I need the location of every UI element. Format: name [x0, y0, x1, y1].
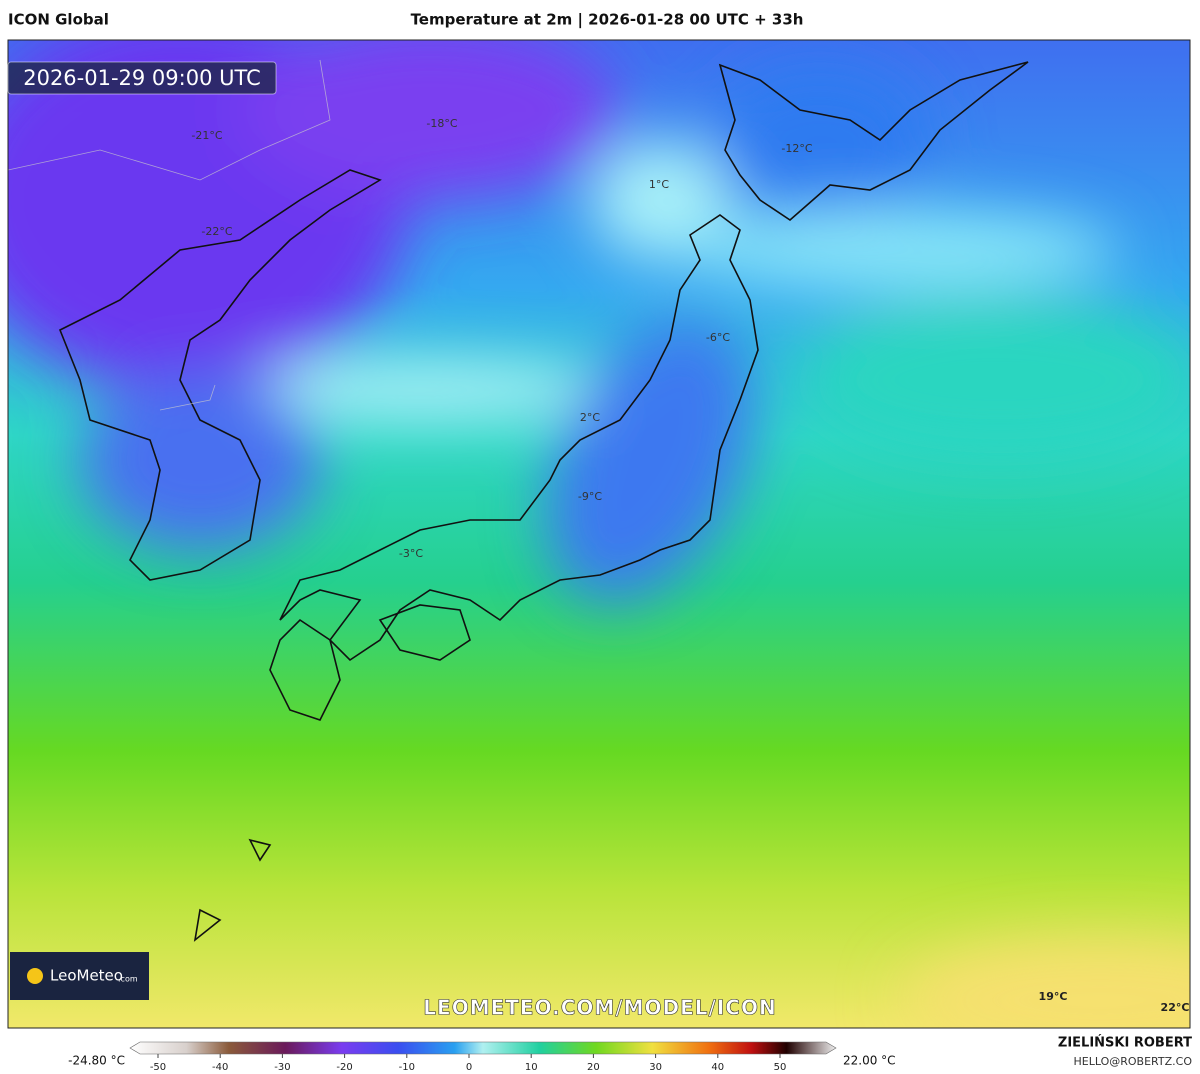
- coastlines: [58, 61, 1029, 942]
- colorbar-min: -24.80 °C: [68, 1054, 125, 1068]
- map-label: 19°C: [1039, 990, 1068, 1003]
- watermark: LEOMETEO.COM/MODEL/ICON: [423, 996, 776, 1020]
- map-label: 1°C: [649, 178, 669, 191]
- borders: [8, 59, 331, 411]
- colorbar-tick-label: 20: [587, 1062, 600, 1073]
- colorbar-tick-label: -40: [212, 1062, 228, 1073]
- colorbar: [129, 1041, 837, 1055]
- model-name: ICON Global: [8, 11, 109, 29]
- email: HELLO@ROBERTZ.CO: [1074, 1055, 1193, 1068]
- colorbar-tick-label: 50: [774, 1062, 787, 1073]
- timestamp-box: [7, 61, 277, 95]
- map-label: 22°C: [1161, 1001, 1190, 1014]
- colorbar-tick-label: 30: [649, 1062, 662, 1073]
- map-label: -3°C: [399, 547, 423, 560]
- logo-suffix: .com: [118, 975, 138, 984]
- map-field: [8, 40, 1190, 1028]
- map-label: 2°C: [580, 411, 600, 424]
- colorbar-tick-label: -20: [336, 1062, 352, 1073]
- logo-sun: [27, 968, 43, 984]
- colorbar-tick-label: 0: [466, 1062, 472, 1073]
- colorbar-tick-label: 10: [525, 1062, 538, 1073]
- map-label: -21°C: [191, 129, 222, 142]
- colorbar-ticks: -50 -40 -30 -20 -10 0 10 20 30 40 50: [150, 1054, 787, 1073]
- logo-name: LeoMeteo: [50, 967, 123, 985]
- map-label: -6°C: [706, 331, 730, 344]
- author: ZIELIŃSKI ROBERT: [1058, 1035, 1192, 1051]
- colorbar-max: 22.00 °C: [843, 1054, 896, 1068]
- chart-title: Temperature at 2m | 2026-01-28 00 UTC + …: [411, 11, 804, 30]
- colorbar-tick-label: -30: [274, 1062, 290, 1073]
- map-labels: -21°C -18°C -22°C -12°C 1°C -6°C 2°C -9°C -3°C 19…: [191, 117, 1189, 1014]
- map-frame: [7, 39, 1191, 1029]
- timestamp: 2026-01-29 09:00 UTC: [23, 66, 261, 90]
- colorbar-tick-label: -10: [399, 1062, 415, 1073]
- map-label: -22°C: [201, 225, 232, 238]
- colorbar-tick-label: 40: [711, 1062, 724, 1073]
- map-label: -9°C: [578, 490, 602, 503]
- colorbar-tick-label: -50: [150, 1062, 166, 1073]
- map-label: -12°C: [781, 142, 812, 155]
- map-label: -18°C: [426, 117, 457, 130]
